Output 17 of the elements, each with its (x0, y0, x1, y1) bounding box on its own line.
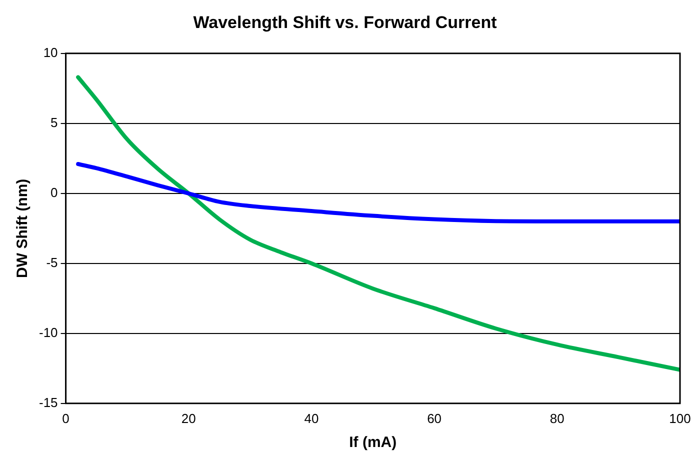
line-series (76, 162, 680, 224)
line-series (76, 75, 680, 372)
x-tick-label: 20 (181, 410, 196, 426)
x-tick-label: 0 (62, 410, 70, 426)
y-tick-label: -5 (46, 254, 58, 270)
y-tick-label: 0 (50, 184, 58, 200)
x-tick-label: 100 (669, 410, 691, 426)
x-tick-label: 40 (304, 410, 319, 426)
y-tick-label: 10 (43, 44, 58, 60)
y-tick-label: 5 (50, 114, 58, 130)
x-tick-label: 80 (550, 410, 564, 426)
x-axis-title: If (mA) (349, 434, 397, 452)
y-tick-label: -10 (38, 324, 58, 340)
y-tick-label: -15 (38, 394, 58, 410)
chart-title: Wavelength Shift vs. Forward Current (193, 12, 498, 32)
x-tick-label: 60 (427, 410, 442, 426)
y-axis-title: DW Shift (nm) (14, 178, 32, 278)
